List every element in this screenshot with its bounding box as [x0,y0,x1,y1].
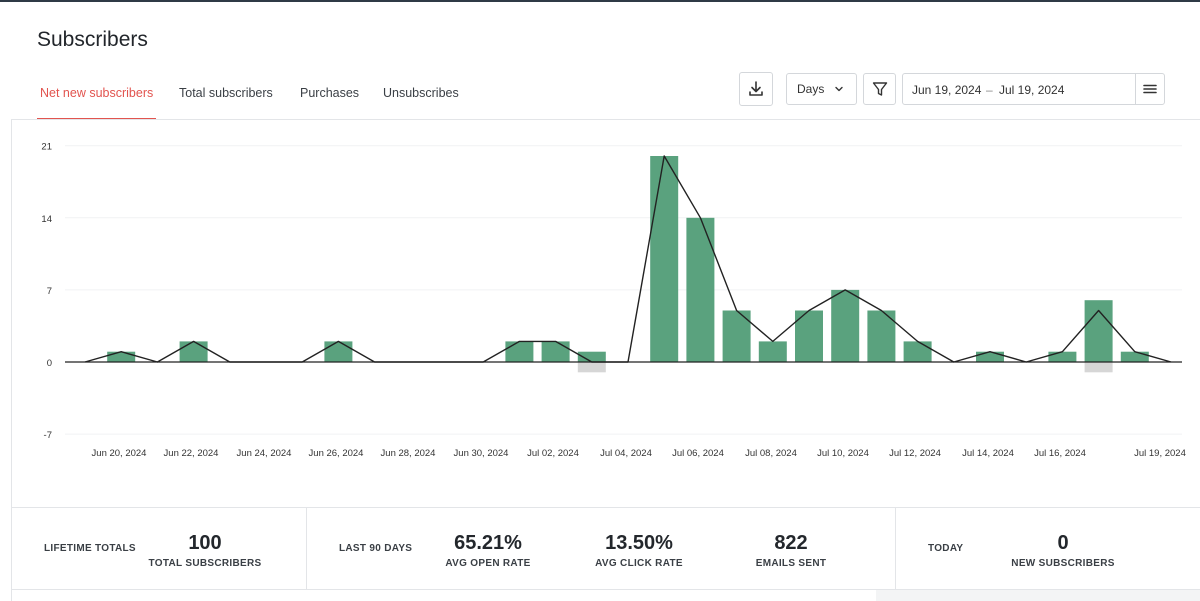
today-new-subscribers-value: 0 [1057,532,1069,554]
page-title: Subscribers [37,28,148,51]
bar [324,341,353,362]
bar [758,341,787,362]
stats-divider [306,508,307,590]
x-tick-label: Jun 30, 2024 [454,448,509,459]
trend-line [84,155,1172,363]
bar [107,351,136,362]
last-90-days-label: LAST 90 DAYS [339,543,413,554]
bar [686,217,715,362]
download-icon [749,81,763,96]
lifetime-total-value: 100 [188,532,222,554]
chart-menu-button[interactable] [1135,73,1165,105]
hamburger-icon [1143,84,1157,94]
today-new-subscribers-caption: NEW SUBSCRIBERS [1011,558,1115,569]
avg-open-rate-value: 65.21% [454,532,522,554]
tab-total-subscribers[interactable]: Total subscribers [179,86,273,100]
tab-unsubscribes[interactable]: Unsubscribes [383,86,459,100]
x-tick-label: Jul 16, 2024 [1034,448,1086,459]
x-tick-label: Jul 12, 2024 [889,448,941,459]
tab-net-new-subscribers[interactable]: Net new subscribers [40,86,154,100]
x-tick-label: Jun 26, 2024 [309,448,364,459]
x-tick-label: Jun 20, 2024 [92,448,147,459]
x-tick-label: Jul 10, 2024 [817,448,869,459]
top-border [0,0,1200,2]
x-tick-label: Jul 02, 2024 [527,448,579,459]
x-tick-label: Jul 14, 2024 [962,448,1014,459]
bar [1084,300,1113,362]
lifetime-totals-label: LIFETIME TOTALS [44,543,136,554]
bar [577,351,606,362]
x-tick-label: Jun 28, 2024 [381,448,436,459]
bar [541,341,570,362]
interval-value: Days [797,82,825,96]
x-tick-label: Jul 19, 2024 [1134,448,1186,459]
interval-select[interactable]: Days [786,73,857,105]
y-tick-label: 0 [47,358,52,369]
filter-icon [872,82,887,96]
bar [903,341,932,362]
bar [505,341,534,362]
x-tick-label: Jul 04, 2024 [600,448,652,459]
y-tick-label: 14 [41,214,52,225]
bar [976,351,1004,362]
y-tick-label: 21 [41,142,52,153]
net-new-subscribers-chart: 21 14 7 0 -7 Jun 20, 2024 Jun 22, 2024 Jun 24, … [41,142,1186,459]
x-tick-label: Jul 06, 2024 [672,448,724,459]
stats-bar: LIFETIME TOTALS 100 TOTAL SUBSCRIBERS LA… [11,507,1200,590]
emails-sent-caption: EMAILS SENT [755,558,827,569]
avg-click-rate-value: 13.50% [605,532,673,554]
avg-click-rate-caption: AVG CLICK RATE [595,558,683,569]
download-button[interactable] [739,72,773,106]
date-range-start[interactable]: Jun 19, 2024 [912,83,982,97]
chevron-down-icon [835,86,843,92]
y-tick-label: 7 [47,286,52,297]
bar [179,341,208,362]
bar [1048,351,1077,362]
bottom-strip [876,590,1200,601]
bar [831,289,860,362]
date-range-end[interactable]: Jul 19, 2024 [999,83,1065,97]
stats-divider [895,508,896,590]
negative-bar [1084,362,1113,373]
bar [650,156,679,362]
chart-panel: 21 14 7 0 -7 Jun 20, 2024 Jun 22, 2024 Jun 24, … [11,119,1200,601]
x-tick-label: Jun 24, 2024 [237,448,292,459]
y-tick-label: -7 [44,430,52,441]
today-label: TODAY [928,543,964,554]
lifetime-total-caption: TOTAL SUBSCRIBERS [148,558,262,569]
x-tick-label: Jul 08, 2024 [745,448,797,459]
bar [1120,351,1149,362]
negative-bar [577,362,606,373]
filter-button[interactable] [863,73,896,105]
tab-purchases[interactable]: Purchases [300,86,360,100]
x-tick-label: Jun 22, 2024 [164,448,219,459]
avg-open-rate-caption: AVG OPEN RATE [445,558,531,569]
date-range-picker[interactable]: Jun 19, 2024 – Jul 19, 2024 [902,73,1136,105]
date-range-separator: – [986,83,993,97]
emails-sent-value: 822 [774,532,808,554]
